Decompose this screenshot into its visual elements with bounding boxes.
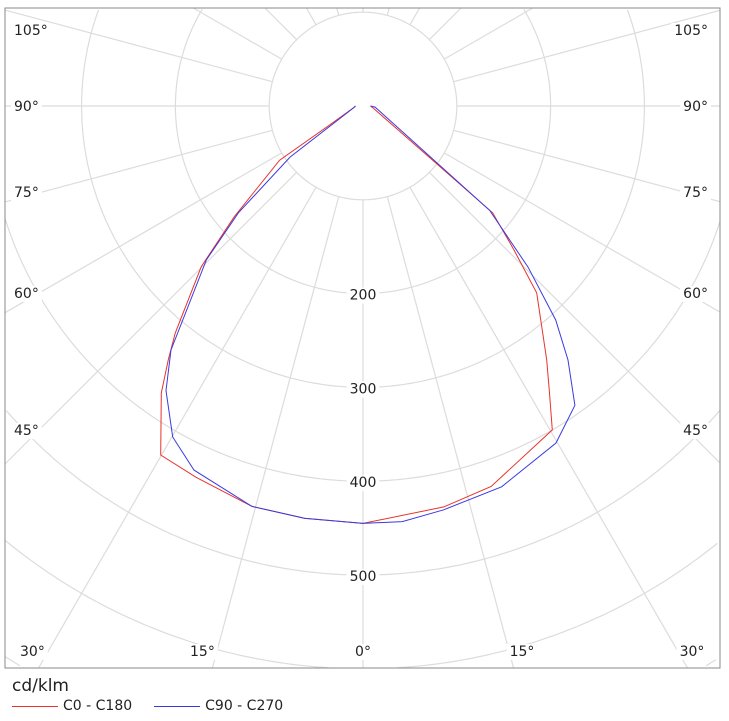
legend: cd/klm C0 - C180 C90 - C270 xyxy=(12,676,305,714)
curves xyxy=(160,105,576,524)
label-bg xyxy=(680,286,711,302)
legend-item-c0-c180: C0 - C180 xyxy=(12,698,132,714)
angle-label-bottom: 0° xyxy=(355,644,371,660)
grid-spoke-285 xyxy=(4,129,273,203)
grid-spoke-75 xyxy=(453,129,721,203)
grid-spoke-240 xyxy=(192,7,283,60)
legend-item-c90-c270: C90 - C270 xyxy=(154,698,283,714)
angle-label-right: 90° xyxy=(683,99,708,115)
angle-label-left: 45° xyxy=(14,423,39,439)
grid-spoke-330 xyxy=(38,186,317,669)
legend-swatch-blue xyxy=(154,705,201,707)
radial-tick-500: 500 xyxy=(350,569,377,585)
grid-spoke-345 xyxy=(211,196,340,669)
unit-label: cd/klm xyxy=(12,676,69,696)
label-bg xyxy=(17,644,48,660)
grid-spoke-300 xyxy=(4,152,283,314)
grid-spoke-165 xyxy=(386,7,390,16)
grid-circle-300 xyxy=(81,9,645,388)
angle-label-right: 60° xyxy=(683,286,708,302)
angle-label-bottom: 15° xyxy=(510,644,535,660)
series-c90-c270 xyxy=(165,105,576,524)
series-c0-c180 xyxy=(160,105,553,524)
label-bg xyxy=(346,287,380,304)
angle-label-right: 75° xyxy=(683,185,708,201)
grid-spoke-195 xyxy=(336,7,340,16)
label-bg xyxy=(680,185,711,201)
grid-spoke-120 xyxy=(443,7,534,60)
legend-swatch-red xyxy=(12,705,58,707)
grid-spoke-15 xyxy=(386,196,515,669)
label-bg xyxy=(187,644,218,660)
polar-intensity-chart: 200 300 400 500 105° 90° 75° 60° 45° 30° 15° 105° 90… xyxy=(4,7,721,669)
grid-circle-700 xyxy=(5,656,717,667)
labels: 200 300 400 500 105° 90° 75° 60° 45° 30° 15° 105° 90… xyxy=(11,23,711,660)
grid-circle-500 xyxy=(5,410,721,576)
label-bg xyxy=(671,23,711,39)
angle-label-left: 90° xyxy=(14,99,39,115)
label-bg xyxy=(11,23,51,39)
label-bg xyxy=(11,185,42,201)
label-bg xyxy=(11,286,42,302)
angle-label-left: 15° xyxy=(190,644,215,660)
grid-spoke-210 xyxy=(305,7,317,26)
angle-label-right: 105° xyxy=(674,23,708,39)
legend-label: C0 - C180 xyxy=(63,698,133,714)
radial-tick-300: 300 xyxy=(350,381,377,397)
label-bg xyxy=(346,381,380,398)
grid-spoke-30 xyxy=(409,186,688,669)
grid-spoke-60 xyxy=(443,152,721,313)
grid-spoke-225 xyxy=(264,7,298,41)
grid-spoke-135 xyxy=(428,7,462,41)
grid-circle-100 xyxy=(268,11,458,201)
radial-tick-400: 400 xyxy=(350,475,377,491)
label-bg xyxy=(680,99,711,115)
label-bg xyxy=(352,644,374,660)
label-bg xyxy=(11,99,42,115)
label-bg xyxy=(680,423,711,439)
label-bg xyxy=(11,423,42,439)
legend-label: C90 - C270 xyxy=(205,698,284,714)
angle-label-left: 75° xyxy=(14,185,39,201)
angle-label-bottom: 30° xyxy=(680,644,705,660)
grid-circle-200 xyxy=(174,9,552,295)
angle-label-left: 30° xyxy=(20,644,45,660)
label-bg xyxy=(676,644,708,660)
angle-label-right: 45° xyxy=(683,423,708,439)
label-bg xyxy=(506,644,538,660)
radial-tick-200: 200 xyxy=(350,288,377,304)
label-bg xyxy=(346,569,380,585)
grid-spoke-105 xyxy=(453,9,721,83)
grid-circle-600 xyxy=(4,539,718,669)
grid-spoke-150 xyxy=(409,7,421,26)
grid-spoke-315 xyxy=(4,171,298,465)
plot-frame xyxy=(4,7,721,669)
polar-grid xyxy=(4,7,721,669)
label-bg xyxy=(346,475,380,492)
angle-label-left: 105° xyxy=(14,23,48,39)
angle-label-left: 60° xyxy=(14,286,39,302)
grid-spoke-45 xyxy=(428,171,721,464)
grid-spoke-255 xyxy=(4,9,273,83)
